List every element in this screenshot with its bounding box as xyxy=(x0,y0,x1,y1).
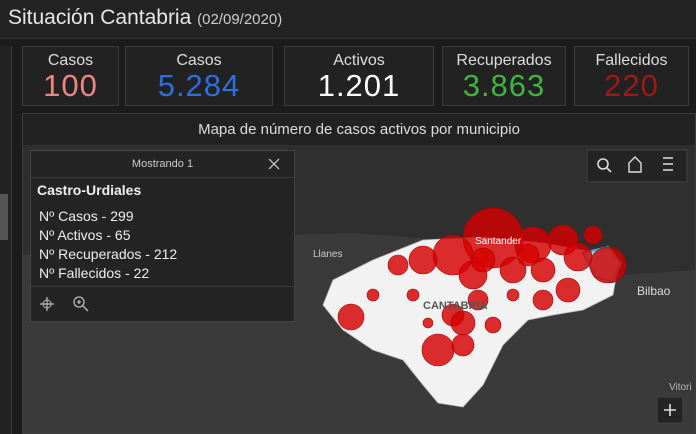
title-text: Situación Cantabria xyxy=(8,6,192,29)
popup-line: Nº Fallecidos - 22 xyxy=(39,265,150,281)
popup-count: Mostrando 1 xyxy=(131,158,194,170)
indicator: Activos 1.201 xyxy=(284,46,434,106)
place-label: Santander xyxy=(475,236,522,247)
place-label: CANTABRIA xyxy=(423,300,488,312)
indicator-label: Casos xyxy=(47,52,94,69)
map-title: Mapa de número de casos activos por muni… xyxy=(198,121,520,138)
indicator-label: Fallecidos xyxy=(595,52,668,69)
title: Situación Cantabria (02/09/2020) xyxy=(8,6,282,30)
indicator: Recuperados 3.863 xyxy=(442,46,566,106)
zoom-bg xyxy=(656,396,684,424)
zoom-in-button[interactable] xyxy=(656,396,684,424)
close-button[interactable] xyxy=(268,158,280,170)
indicator-value: 220 xyxy=(604,68,659,103)
indicator-label: Recuperados xyxy=(456,52,552,69)
indicator-value: 100 xyxy=(43,68,98,103)
popup-line: Nº Casos - 299 xyxy=(39,208,134,224)
zoom-icon xyxy=(664,404,676,416)
popup-header: Mostrando 1 xyxy=(31,151,294,178)
legend-button[interactable] xyxy=(663,157,673,171)
indicator-value: 1.201 xyxy=(317,68,401,103)
place-label: Llanes xyxy=(313,249,342,260)
search-handle xyxy=(606,167,612,173)
case-circles xyxy=(337,207,627,367)
indicator-value: 5.284 xyxy=(157,68,241,103)
pan-button[interactable] xyxy=(39,296,55,312)
side-panel xyxy=(0,46,12,434)
indicator-value: 3.863 xyxy=(462,68,546,103)
indicator-label: Casos xyxy=(176,52,222,69)
indicator: Fallecidos 220 xyxy=(574,46,689,106)
zoom-to-button[interactable] xyxy=(73,296,89,312)
scrollbar[interactable] xyxy=(0,194,8,240)
map-toolbar xyxy=(586,149,688,183)
popup-title: Castro-Urdiales xyxy=(37,182,142,198)
home-button[interactable] xyxy=(628,156,642,173)
indicator: Casos 5.284 xyxy=(125,46,273,106)
popup: Mostrando 1 Castro-Urdiales Nº Casos - 2… xyxy=(30,150,295,322)
popup-footer xyxy=(31,286,294,321)
popup-line: Nº Recuperados - 212 xyxy=(39,246,178,262)
popup-line: Nº Activos - 65 xyxy=(39,227,131,243)
indicator-label: Activos xyxy=(333,52,385,69)
place-label: Vitori xyxy=(669,382,692,393)
header: Situación Cantabria (02/09/2020) xyxy=(0,0,696,39)
date: (02/09/2020) xyxy=(197,11,283,28)
search-button[interactable] xyxy=(597,158,609,170)
place-label: Bilbao xyxy=(637,284,671,298)
indicator: Casos 100 xyxy=(22,46,119,106)
toolbar-bg xyxy=(586,149,688,183)
